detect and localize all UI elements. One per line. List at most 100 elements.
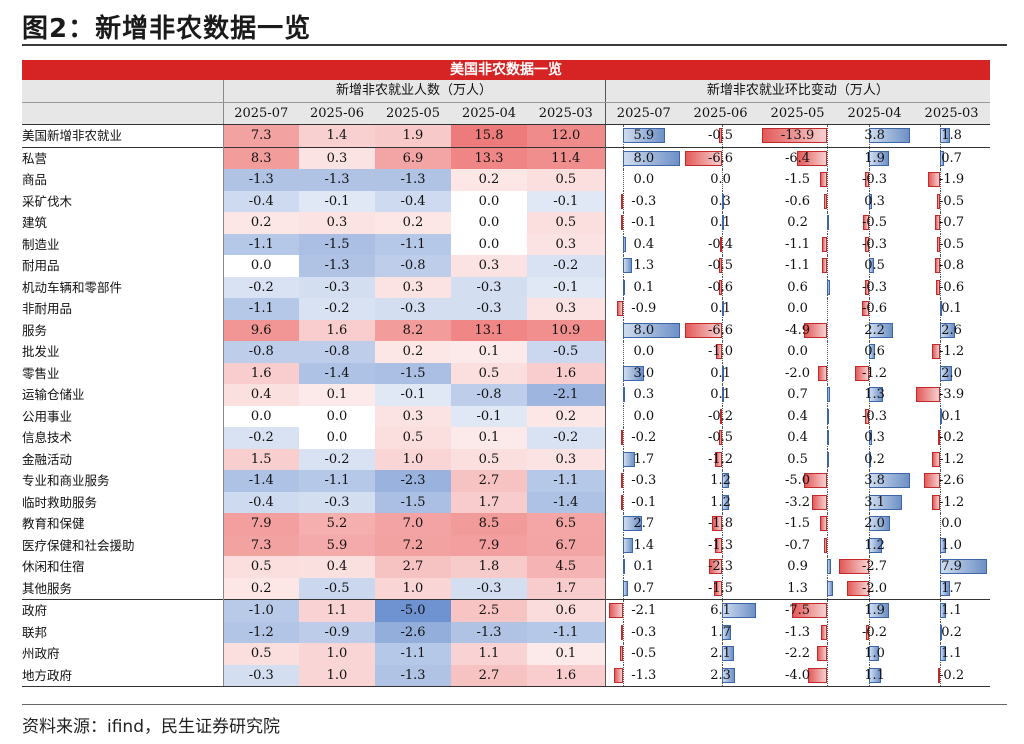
change-value-label: 0.3 <box>633 387 655 402</box>
level-value-cell: 0.3 <box>527 298 606 320</box>
change-bar-cell: -2.6 <box>913 470 990 492</box>
change-value-label: -2.3 <box>708 559 734 574</box>
negative-change-bar <box>719 128 722 143</box>
table-banner-title: 美国非农数据一览 <box>22 60 990 80</box>
bar-axis <box>826 534 828 556</box>
change-bar-cell: 0.1 <box>604 556 683 578</box>
change-bar-cell: 0.6 <box>836 341 913 363</box>
change-value-label: 0.2 <box>787 215 808 230</box>
level-value-cell: 1.7 <box>527 577 606 600</box>
change-bar-cell: -1.5 <box>682 577 759 600</box>
level-value-cell: 2.7 <box>451 664 527 687</box>
level-value-cell: 0.2 <box>222 212 299 234</box>
change-value-label: 0.1 <box>710 365 731 381</box>
change-value-label: 1.0 <box>941 537 962 553</box>
change-value-label: -2.0 <box>785 365 811 381</box>
negative-change-bar <box>621 494 624 510</box>
row-label: 公用事业 <box>22 408 73 424</box>
level-value-cell: 1.6 <box>527 362 606 384</box>
change-value-label: 0.7 <box>941 150 962 166</box>
negative-change-bar <box>621 430 624 445</box>
row-label: 信息技术 <box>22 430 73 445</box>
change-bar-cell: -2.2 <box>759 643 836 665</box>
change-bar-cell: -0.6 <box>913 276 990 298</box>
level-value-cell: -0.1 <box>527 190 606 212</box>
row-label: 非耐用品 <box>22 301 73 316</box>
change-bar-cell: -0.1 <box>604 212 683 234</box>
change-bar-cell: 1.7 <box>682 621 759 643</box>
change-bar-cell: 1.3 <box>759 577 836 600</box>
level-value-cell: 8.2 <box>375 319 451 341</box>
change-bar-cell: 0.3 <box>682 190 759 212</box>
change-value-label: 3.8 <box>864 128 885 143</box>
bar-axis <box>721 276 723 298</box>
positive-change-bar <box>721 365 724 381</box>
level-value-cell: 0.2 <box>375 341 451 363</box>
bar-axis <box>939 233 941 255</box>
change-value-label: -0.6 <box>785 193 811 209</box>
change-bar-cell: -0.6 <box>836 298 913 320</box>
bar-axis <box>939 276 941 298</box>
change-value-label: 1.3 <box>787 580 808 596</box>
level-value-cell: -1.5 <box>375 491 451 513</box>
negative-change-bar <box>718 279 722 295</box>
level-value-cell: 0.3 <box>375 405 451 427</box>
change-bar-cell: -2.0 <box>759 362 836 384</box>
level-value-cell: -0.3 <box>451 276 527 298</box>
level-value-cell: 0.5 <box>375 427 451 449</box>
table-row: 服务 9.6 1.6 8.2 13.1 10.9 8.0 -6.6 -4.9 2.2 2.6 <box>22 319 990 341</box>
level-value-cell: -0.4 <box>222 491 299 513</box>
positive-change-bar <box>939 559 988 574</box>
change-bar-cell: 0.2 <box>913 621 990 643</box>
change-value-label: 0.0 <box>710 172 731 187</box>
change-value-label: 1.0 <box>864 646 885 661</box>
level-month-header: 2025-06 <box>299 102 375 125</box>
negative-change-bar <box>866 624 869 640</box>
positive-change-bar <box>721 603 757 618</box>
change-bar-cell: 2.6 <box>913 319 990 341</box>
level-value-cell: -1.2 <box>222 621 299 643</box>
change-bar-cell: -0.3 <box>836 405 913 427</box>
positive-change-bar <box>721 667 735 683</box>
level-value-cell: -0.4 <box>375 190 451 212</box>
bar-axis <box>868 169 870 191</box>
level-value-cell: -1.1 <box>222 233 299 255</box>
change-value-label: -0.3 <box>631 193 657 209</box>
bar-axis <box>623 600 625 622</box>
negative-change-bar <box>719 408 722 424</box>
negative-change-bar <box>714 537 722 553</box>
negative-change-bar <box>812 494 827 510</box>
level-value-cell: -1.3 <box>222 169 299 191</box>
change-bar-cell: 1.8 <box>913 124 991 147</box>
change-value-label: 0.5 <box>864 258 885 273</box>
level-value-cell: 0.0 <box>222 255 299 277</box>
change-bar-cell: 2.1 <box>682 643 759 665</box>
level-value-cell: 0.2 <box>222 577 299 600</box>
change-value-label: 2.6 <box>941 322 962 338</box>
table-row: 零售业 1.6 -1.4 -1.5 0.5 1.6 3.0 0.1 -2.0 -1.2 2.0 <box>22 362 990 384</box>
change-value-label: -1.5 <box>708 580 734 596</box>
row-label: 休闲和住宿 <box>22 559 85 574</box>
change-value-label: 0.0 <box>787 344 808 359</box>
change-bar-cell: -0.7 <box>759 534 836 556</box>
change-bar-cell: -0.5 <box>604 643 683 665</box>
level-value-cell: 6.5 <box>527 513 606 535</box>
positive-change-bar <box>721 387 724 402</box>
change-value-label: -0.3 <box>862 172 888 187</box>
change-bar-cell: -3.9 <box>913 384 990 406</box>
change-value-label: -6.6 <box>708 150 734 166</box>
negative-change-bar <box>936 193 940 209</box>
change-bar-cell: -1.2 <box>913 491 990 513</box>
change-bar-cell: 8.0 <box>604 319 683 341</box>
positive-change-bar <box>721 646 734 661</box>
change-value-label: 0.7 <box>633 580 655 596</box>
change-bar-cell: 0.2 <box>836 448 913 470</box>
change-value-label: 1.7 <box>941 580 962 596</box>
negative-change-bar <box>932 344 940 359</box>
change-bar-cell: 6.1 <box>682 599 760 622</box>
change-value-label: 0.1 <box>941 301 962 316</box>
change-value-label: 2.2 <box>864 322 885 338</box>
change-value-label: -1.2 <box>939 344 965 359</box>
bar-axis <box>721 169 723 191</box>
change-bar-cell: -0.6 <box>759 190 836 212</box>
